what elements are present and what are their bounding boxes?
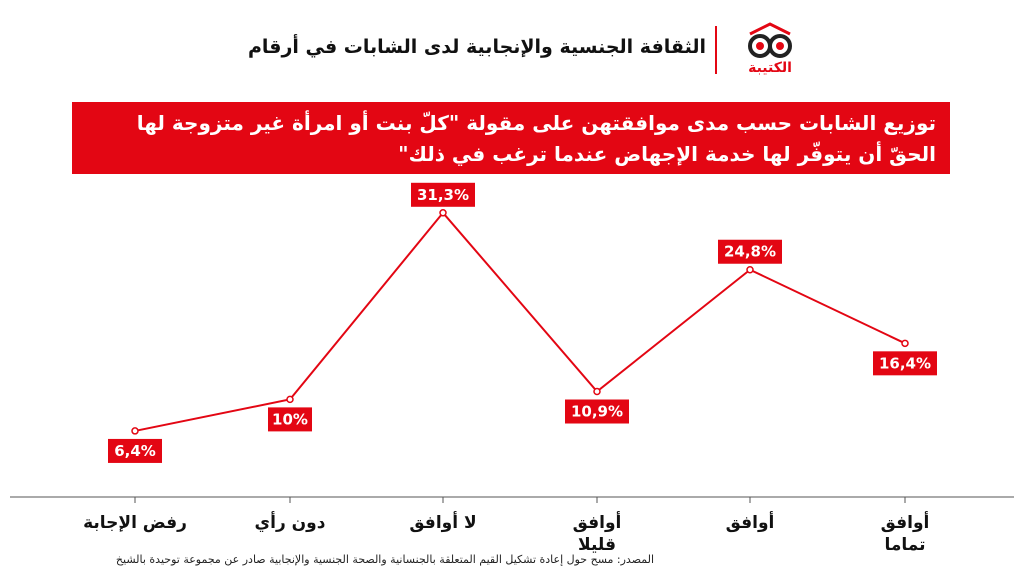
x-tick-label: تماما bbox=[884, 535, 925, 555]
data-label-box bbox=[411, 182, 475, 207]
data-label-box bbox=[268, 407, 312, 432]
data-point bbox=[901, 339, 909, 348]
data-label-box bbox=[565, 399, 629, 424]
data-label-box bbox=[108, 438, 162, 463]
logo-text: الكتيبة bbox=[748, 60, 792, 76]
x-tick-label: دون رأي bbox=[255, 511, 326, 533]
data-label: 6,4% bbox=[114, 442, 156, 460]
data-label: 31,3% bbox=[417, 186, 469, 204]
data-point bbox=[593, 387, 601, 396]
chart-title-banner: توزيع الشابات حسب مدى موافقتهن على مقولة… bbox=[72, 102, 950, 174]
data-label: 10,9% bbox=[571, 403, 623, 421]
data-label: 16,4% bbox=[879, 354, 931, 372]
infographic-title: الثقافة الجنسية والإنجابية لدى الشابات ف… bbox=[247, 36, 706, 58]
data-point bbox=[131, 427, 139, 435]
data-label: 10% bbox=[272, 410, 308, 428]
x-tick-label: قليلا bbox=[578, 535, 616, 555]
data-point bbox=[746, 265, 754, 274]
data-label-box bbox=[718, 239, 782, 264]
banner-line-1: توزيع الشابات حسب مدى موافقتهن على مقولة… bbox=[136, 111, 936, 135]
data-point bbox=[439, 209, 447, 217]
data-label-box bbox=[873, 351, 937, 376]
data-point bbox=[286, 395, 294, 404]
logo-icon bbox=[748, 22, 792, 58]
series-line bbox=[134, 211, 906, 432]
x-tick-label: أوافق bbox=[881, 511, 930, 533]
x-tick-label: رفض الإجابة bbox=[83, 513, 187, 533]
banner-line-2: الحقّ أن يتوفّر لها خدمة الإجهاض عندما ت… bbox=[398, 142, 936, 166]
x-tick-label: أوافق bbox=[573, 511, 622, 533]
data-label: 24,8% bbox=[724, 243, 776, 261]
header-divider bbox=[715, 26, 717, 74]
x-tick-label: أوافق bbox=[726, 511, 775, 533]
x-tick-label: لا أوافق bbox=[409, 511, 476, 533]
source-note: المصدر: مسح حول إعادة تشكيل القيم المتعل… bbox=[115, 553, 654, 566]
